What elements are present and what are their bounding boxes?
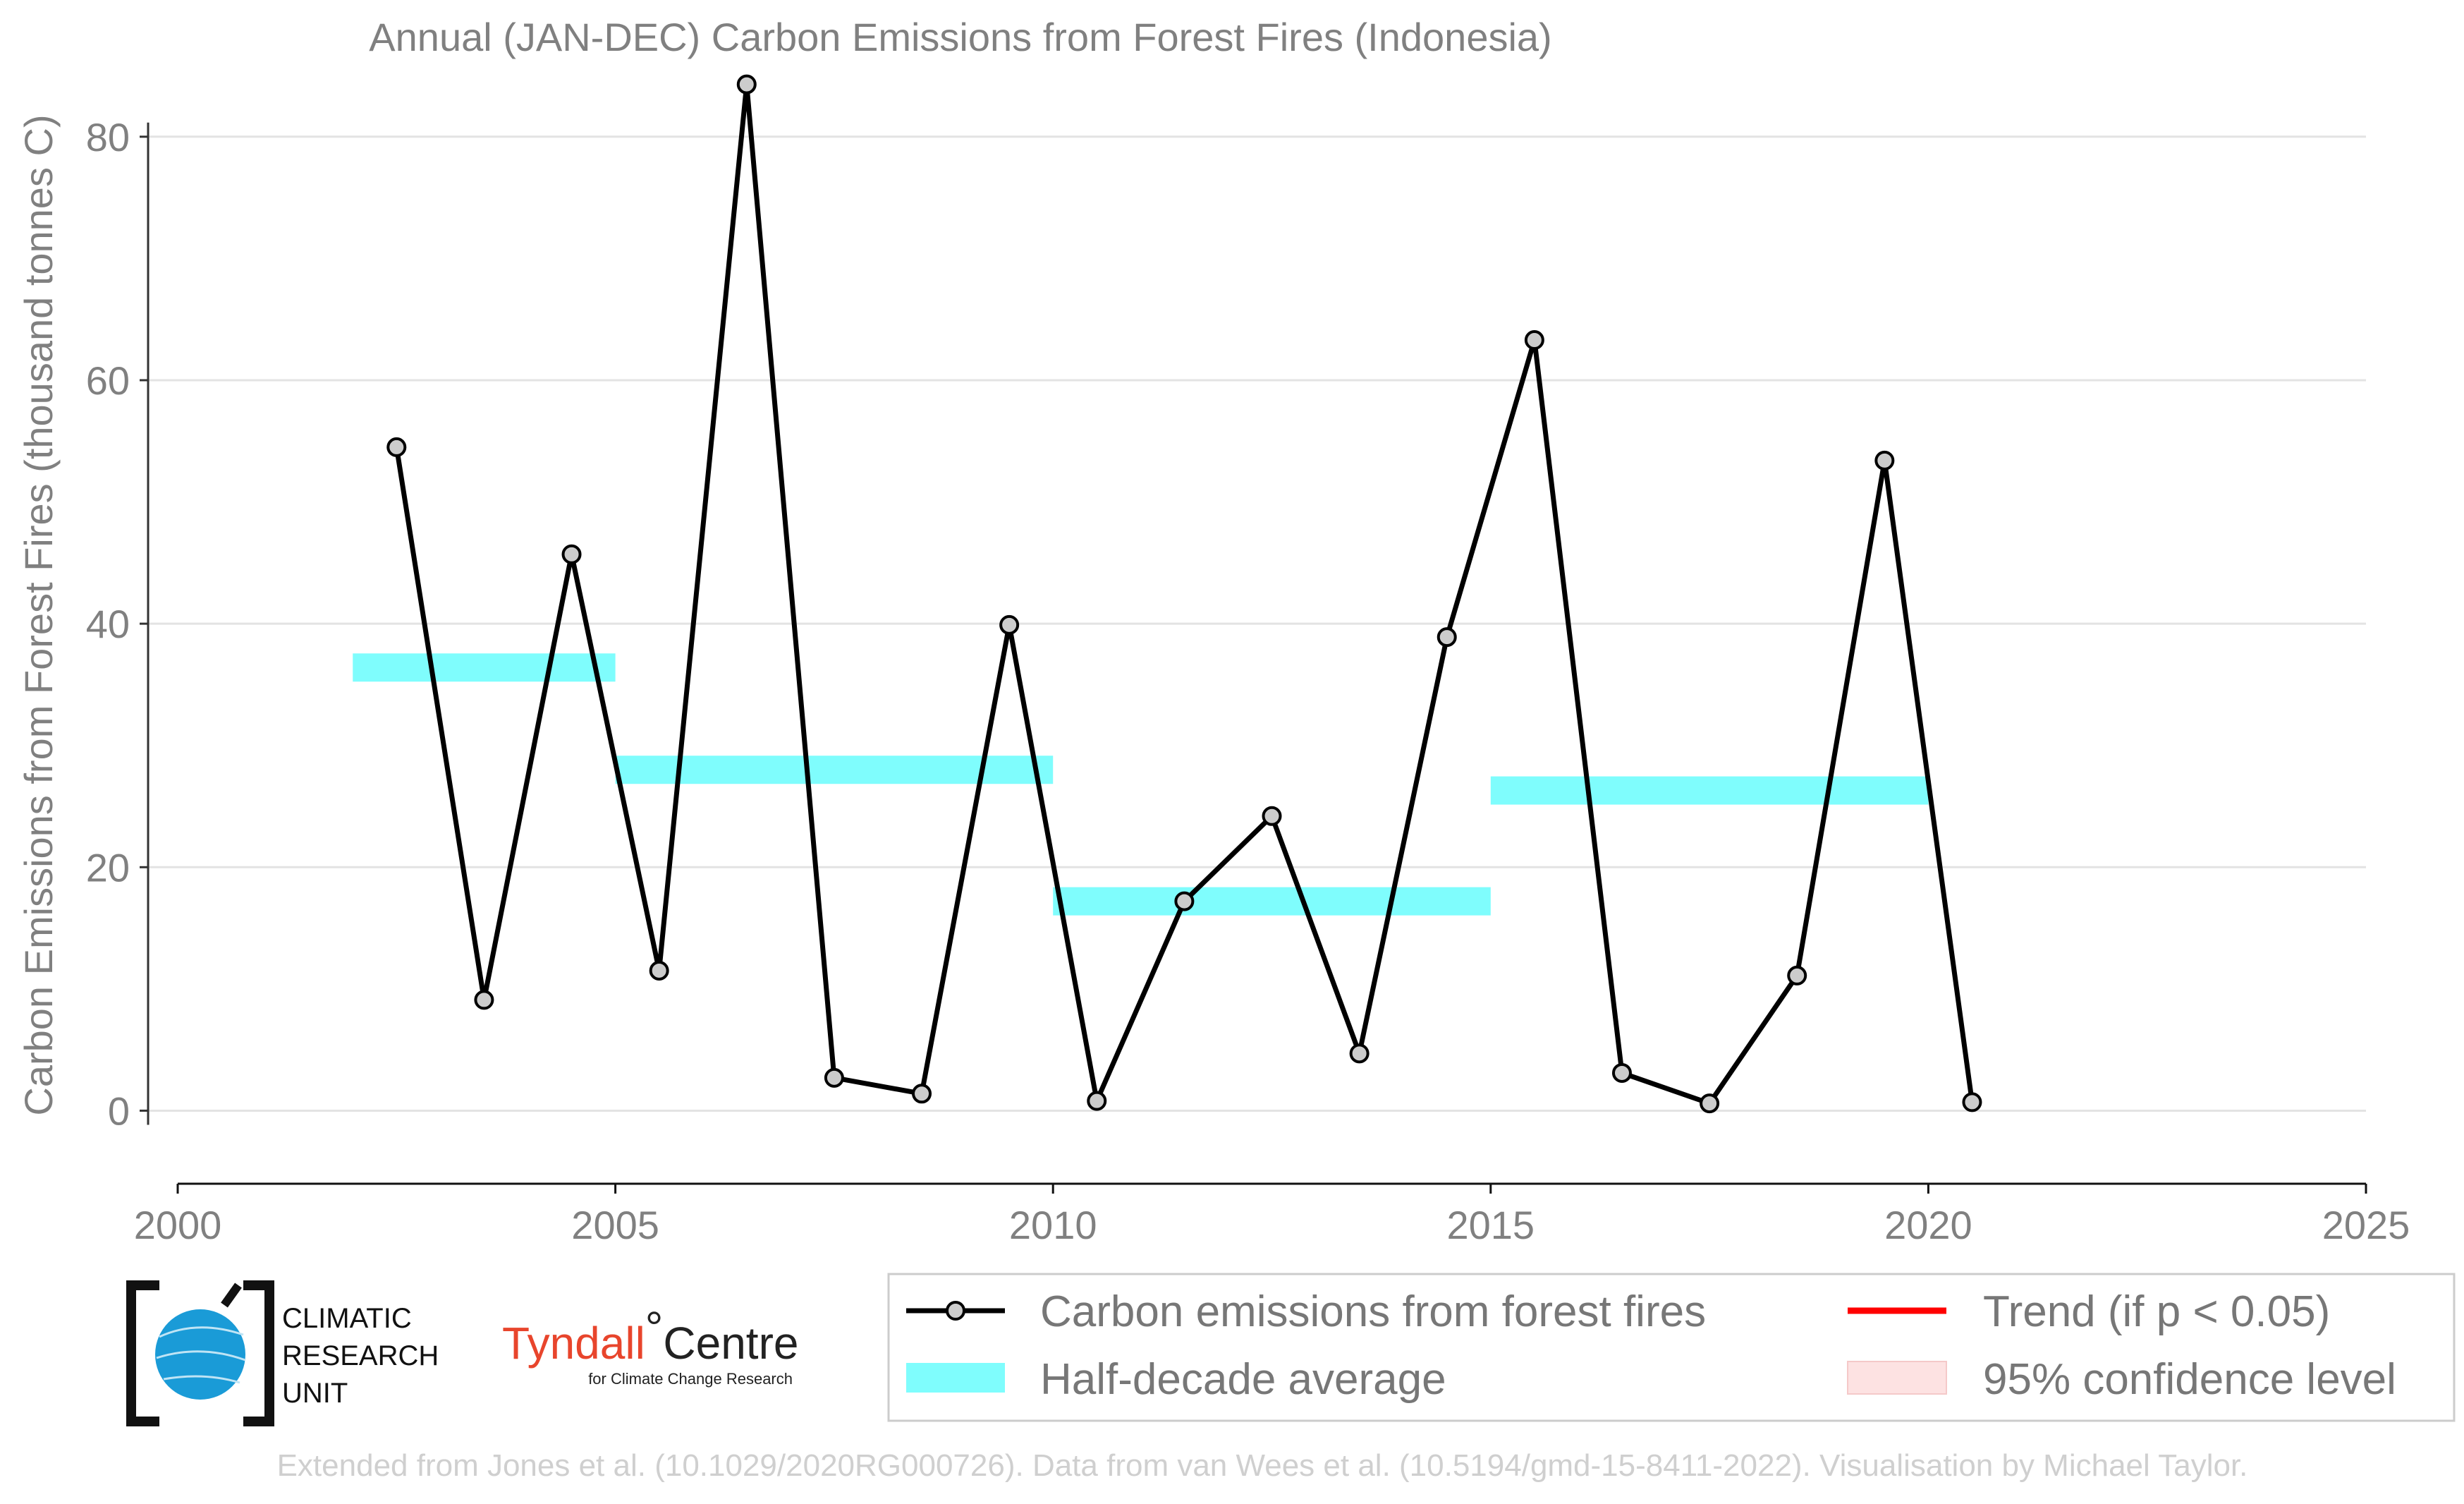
y-tick-label: 0 xyxy=(108,1088,130,1133)
cru-logo-bracket-right xyxy=(243,1280,274,1426)
half-decade-average-bar xyxy=(1053,887,1491,916)
legend-box xyxy=(887,1273,2456,1422)
emissions-point xyxy=(1787,965,1807,986)
x-tick-label: 2020 xyxy=(1884,1203,1972,1247)
emissions-point xyxy=(1437,627,1457,648)
tyndall-name: Tyndall xyxy=(502,1318,645,1369)
emissions-point xyxy=(1700,1093,1720,1114)
cru-label-line-1: CLIMATIC xyxy=(282,1303,412,1334)
legend-confidence-swatch xyxy=(1847,1361,1947,1395)
legend-marker-icon xyxy=(946,1301,965,1321)
emissions-point xyxy=(1524,330,1544,351)
emissions-point xyxy=(1874,450,1895,471)
tyndall-logo: Tyndall°Centre for Climate Change Resear… xyxy=(502,1302,798,1388)
x-tick-label: 2000 xyxy=(134,1203,222,1247)
tyndall-subtitle: for Climate Change Research xyxy=(588,1370,793,1388)
emissions-point xyxy=(824,1067,844,1088)
emissions-point xyxy=(474,990,494,1010)
emissions-point xyxy=(649,960,669,981)
chart-title: Annual (JAN-DEC) Carbon Emissions from F… xyxy=(369,15,1551,59)
emissions-point xyxy=(999,614,1020,635)
tyndall-wordmark: Tyndall°Centre xyxy=(502,1302,798,1369)
x-tick-label: 2015 xyxy=(1447,1203,1535,1247)
gridlines xyxy=(148,135,2366,1112)
cru-logo-mark xyxy=(221,1282,242,1308)
cru-logo: CLIMATIC RESEARCH UNIT xyxy=(126,1280,439,1426)
x-tick-label: 2005 xyxy=(571,1203,659,1247)
half-decade-average-bar xyxy=(353,653,616,682)
emissions-line xyxy=(394,82,1975,1106)
legend-average-swatch xyxy=(906,1363,1005,1393)
legend-label-confidence: 95% confidence level xyxy=(1983,1355,2396,1404)
emissions-point xyxy=(561,544,582,564)
cru-label-line-3: UNIT xyxy=(282,1378,348,1409)
credit-line: Extended from Jones et al. (10.1029/2020… xyxy=(277,1448,2248,1483)
emissions-point xyxy=(386,437,407,457)
x-tick-label: 2025 xyxy=(2322,1203,2410,1247)
x-axis: 2000 2005 2010 2015 2020 2025 xyxy=(134,1182,2410,1247)
emissions-point xyxy=(1087,1091,1107,1111)
x-tick-label: 2010 xyxy=(1009,1203,1097,1247)
tyndall-centre: Centre xyxy=(663,1318,798,1369)
cru-logo-bracket-left xyxy=(126,1280,159,1426)
emissions-point xyxy=(1611,1062,1632,1083)
emissions-series xyxy=(386,74,1982,1114)
cru-globe-lines xyxy=(156,1326,246,1384)
half-decade-average-bar xyxy=(1490,776,1929,805)
emissions-point xyxy=(912,1084,932,1104)
legend-label-trend: Trend (if p < 0.05) xyxy=(1983,1287,2330,1336)
cru-label-line-2: RESEARCH xyxy=(282,1340,439,1371)
legend-label-average: Half-decade average xyxy=(1040,1355,1446,1404)
y-axis: 0 20 40 60 80 xyxy=(86,115,150,1133)
emissions-point xyxy=(1962,1092,1982,1112)
y-axis-label: Carbon Emissions from Forest Fires (thou… xyxy=(16,114,61,1115)
y-tick-label: 20 xyxy=(86,845,130,890)
legend-label-emissions: Carbon emissions from forest fires xyxy=(1040,1287,1706,1336)
emissions-point xyxy=(1349,1043,1370,1064)
half-decade-average-series xyxy=(353,653,1929,916)
y-tick-label: 80 xyxy=(86,115,130,159)
legend: Carbon emissions from forest fires Half-… xyxy=(887,1273,2456,1422)
emissions-point xyxy=(1262,806,1282,826)
tyndall-degree-mark: ° xyxy=(645,1302,664,1353)
emissions-point xyxy=(1174,891,1195,911)
y-tick-label: 60 xyxy=(86,358,130,403)
y-tick-label: 40 xyxy=(86,602,130,646)
emissions-point xyxy=(736,74,757,95)
